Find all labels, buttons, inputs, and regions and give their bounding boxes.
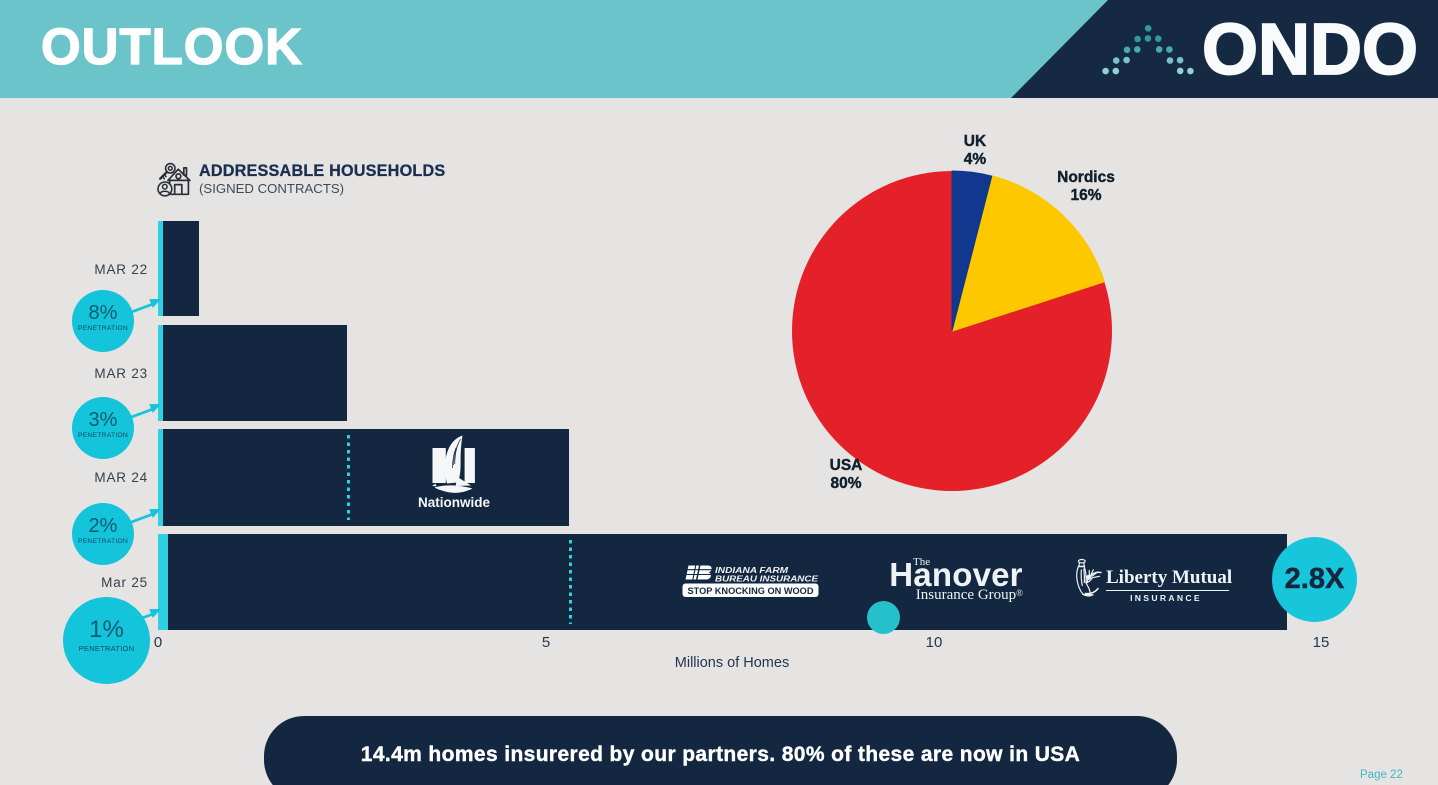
svg-text:STOP KNOCKING ON WOOD: STOP KNOCKING ON WOOD xyxy=(688,586,814,596)
svg-text:BUREAU INSURANCE: BUREAU INSURANCE xyxy=(715,574,819,583)
svg-text:INDIANA FARM: INDIANA FARM xyxy=(715,566,788,575)
